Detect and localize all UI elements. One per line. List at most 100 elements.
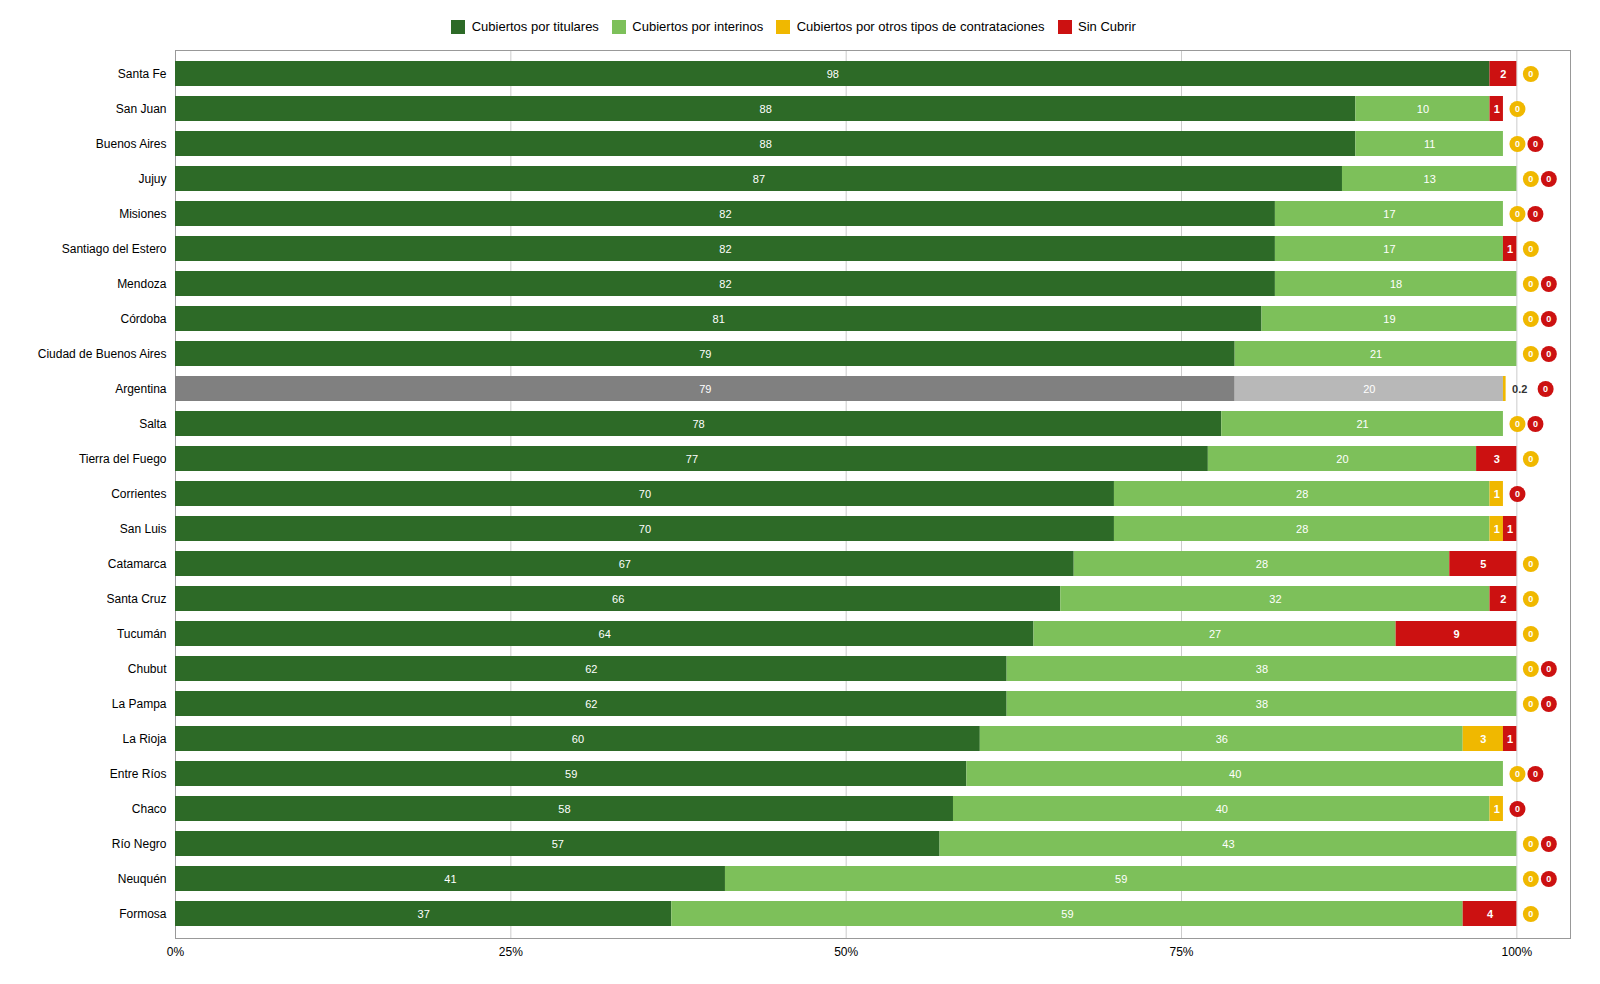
svg-text:28: 28 [1296,488,1308,500]
svg-text:0: 0 [1528,594,1533,604]
svg-text:0: 0 [1533,769,1538,779]
svg-text:Buenos Aires: Buenos Aires [96,137,167,151]
svg-text:Entre Ríos: Entre Ríos [110,767,167,781]
svg-text:77: 77 [686,453,698,465]
svg-text:Santiago del Estero: Santiago del Estero [62,242,167,256]
svg-text:Córdoba: Córdoba [120,312,166,326]
svg-text:41: 41 [444,873,456,885]
svg-text:88: 88 [760,138,772,150]
svg-text:1: 1 [1507,733,1513,745]
svg-text:Argentina: Argentina [115,382,167,396]
svg-text:3: 3 [1494,453,1500,465]
svg-text:Neuquén: Neuquén [118,872,167,886]
svg-text:1: 1 [1507,243,1513,255]
svg-text:Ciudad de Buenos Aires: Ciudad de Buenos Aires [38,347,167,361]
svg-text:0: 0 [1546,314,1551,324]
svg-text:0: 0 [1546,874,1551,884]
svg-text:Corrientes: Corrientes [111,487,166,501]
svg-text:17: 17 [1383,208,1395,220]
svg-text:Santa Cruz: Santa Cruz [106,592,166,606]
svg-text:21: 21 [1356,418,1368,430]
svg-text:17: 17 [1383,243,1395,255]
svg-text:0: 0 [1528,559,1533,569]
svg-text:13: 13 [1424,173,1436,185]
svg-text:0: 0 [1546,279,1551,289]
svg-text:4: 4 [1487,908,1494,920]
svg-text:18: 18 [1390,278,1402,290]
svg-text:57: 57 [552,838,564,850]
svg-text:43: 43 [1222,838,1234,850]
svg-text:10: 10 [1417,103,1429,115]
svg-text:62: 62 [585,663,597,675]
svg-text:59: 59 [565,768,577,780]
svg-text:19: 19 [1383,313,1395,325]
svg-text:98: 98 [827,68,839,80]
svg-text:0: 0 [1515,139,1520,149]
svg-text:70: 70 [639,523,651,535]
svg-text:28: 28 [1256,558,1268,570]
svg-text:82: 82 [719,278,731,290]
svg-text:0: 0 [1515,104,1520,114]
svg-text:70: 70 [639,488,651,500]
svg-text:0: 0 [1528,454,1533,464]
svg-text:Tierra del Fuego: Tierra del Fuego [79,452,167,466]
svg-text:25%: 25% [499,945,523,959]
svg-text:0: 0 [1515,209,1520,219]
svg-text:20: 20 [1363,383,1375,395]
svg-text:75%: 75% [1169,945,1193,959]
svg-text:50%: 50% [834,945,858,959]
svg-text:0: 0 [1546,174,1551,184]
svg-text:40: 40 [1216,803,1228,815]
svg-text:9: 9 [1453,628,1459,640]
svg-text:38: 38 [1256,663,1268,675]
svg-text:1: 1 [1507,523,1513,535]
svg-text:0: 0 [1528,314,1533,324]
svg-text:0: 0 [1528,874,1533,884]
svg-text:40: 40 [1229,768,1241,780]
svg-text:Mendoza: Mendoza [117,277,167,291]
svg-text:11: 11 [1424,138,1435,150]
svg-text:0: 0 [1546,699,1551,709]
svg-text:79: 79 [699,348,711,360]
svg-text:27: 27 [1209,628,1221,640]
svg-text:0: 0 [1515,769,1520,779]
svg-text:Tucumán: Tucumán [117,627,167,641]
svg-text:0: 0 [1528,349,1533,359]
svg-text:Chaco: Chaco [132,802,167,816]
svg-text:0.2: 0.2 [1512,383,1527,395]
svg-text:0: 0 [1546,664,1551,674]
svg-text:Río Negro: Río Negro [112,837,167,851]
svg-text:0: 0 [1515,489,1520,499]
svg-text:Misiones: Misiones [119,207,166,221]
svg-text:La Rioja: La Rioja [122,732,166,746]
svg-text:60: 60 [572,733,584,745]
svg-text:Formosa: Formosa [119,907,167,921]
svg-text:38: 38 [1256,698,1268,710]
svg-text:Salta: Salta [139,417,167,431]
svg-text:100%: 100% [1501,945,1532,959]
svg-text:78: 78 [693,418,705,430]
svg-text:La Pampa: La Pampa [112,697,167,711]
svg-text:Chubut: Chubut [128,662,167,676]
svg-text:3: 3 [1480,733,1486,745]
svg-text:64: 64 [599,628,611,640]
svg-text:36: 36 [1216,733,1228,745]
svg-text:87: 87 [753,173,765,185]
svg-text:0: 0 [1533,209,1538,219]
svg-text:21: 21 [1370,348,1382,360]
svg-text:58: 58 [558,803,570,815]
svg-text:0: 0 [1546,349,1551,359]
svg-text:2: 2 [1500,68,1506,80]
svg-text:Santa Fe: Santa Fe [118,67,167,81]
svg-text:20: 20 [1336,453,1348,465]
svg-text:1: 1 [1494,803,1500,815]
svg-text:0: 0 [1528,909,1533,919]
svg-text:0: 0 [1515,419,1520,429]
svg-text:1: 1 [1494,523,1500,535]
svg-text:0%: 0% [167,945,185,959]
svg-text:Catamarca: Catamarca [108,557,167,571]
svg-text:0: 0 [1528,244,1533,254]
svg-text:81: 81 [713,313,725,325]
svg-text:1: 1 [1494,488,1500,500]
svg-text:66: 66 [612,593,624,605]
